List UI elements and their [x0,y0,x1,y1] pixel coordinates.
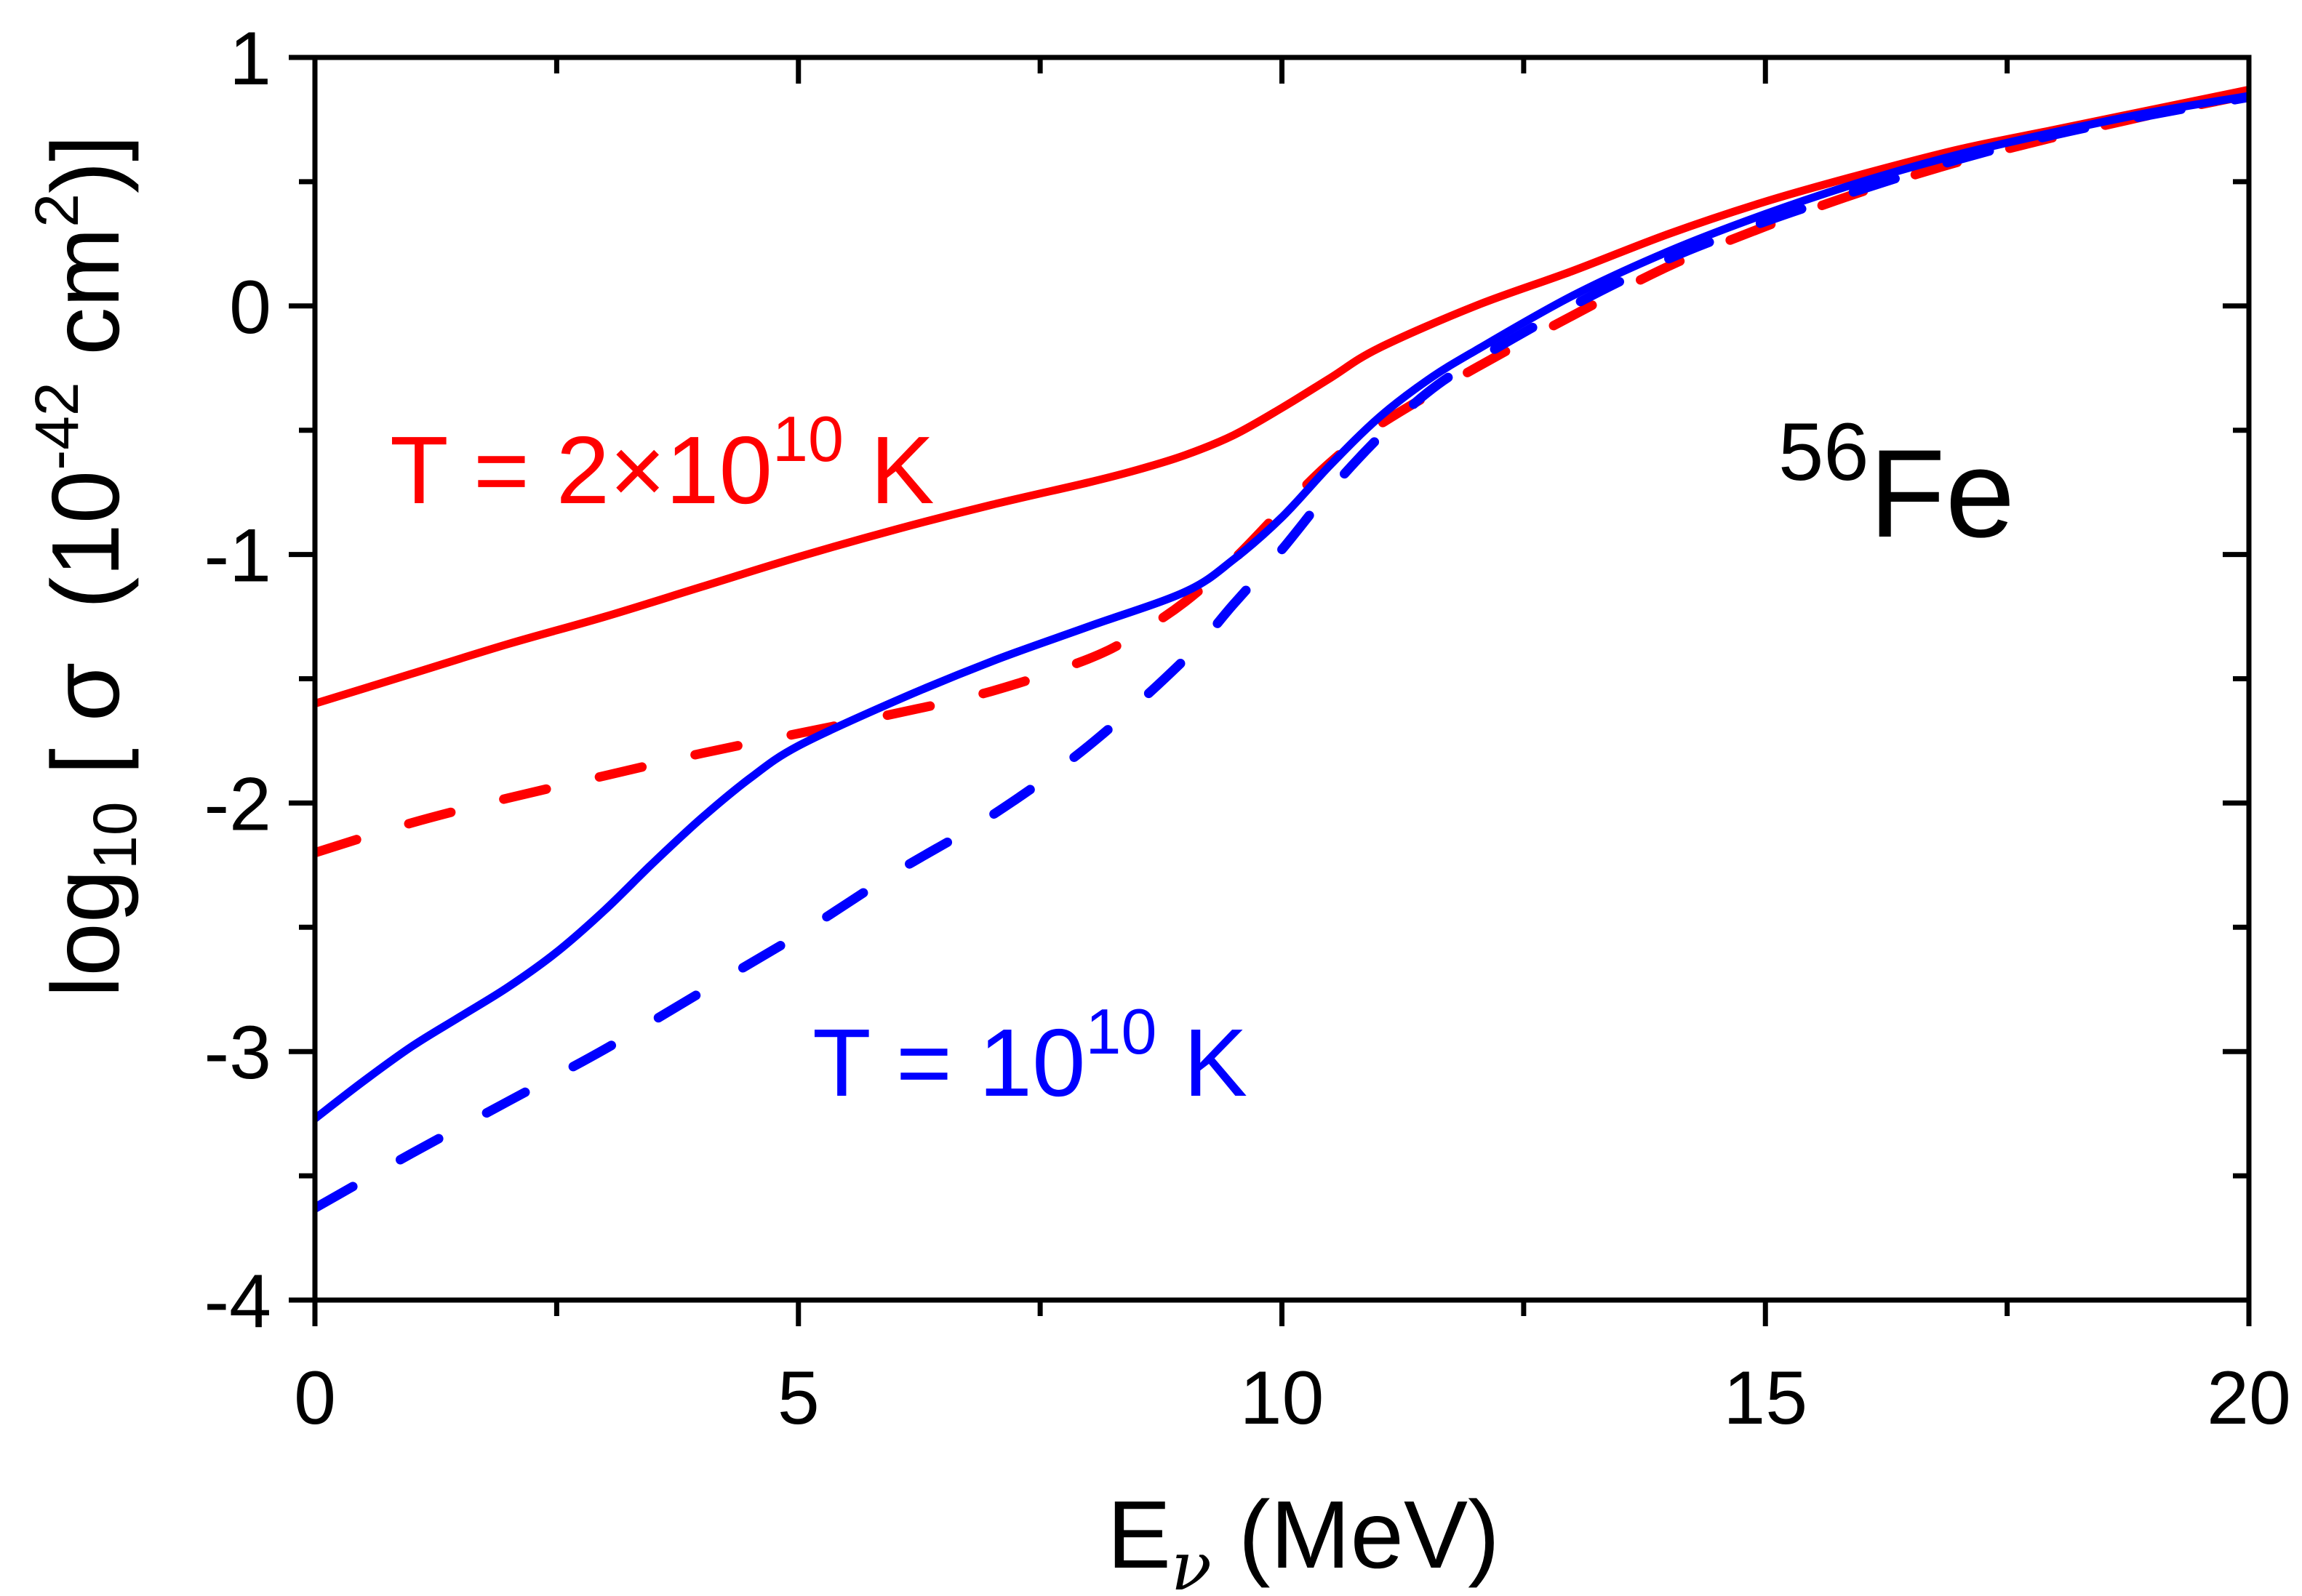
series-line-ff0000-solid [315,85,2249,708]
y-axis-title: log10 [ σ (10-42 cm2)] [23,135,149,998]
x-axis-title-main: E [1107,1481,1171,1588]
y-axis-title-middle2: cm [32,228,139,382]
annotation-nucleus-mass: 56 [1778,406,1869,497]
y-tick-label: 1 [229,17,271,101]
annotation-red-sup: 10 [772,403,844,475]
y-tick-label: -2 [204,762,271,846]
x-axis-title-sub: ν [1171,1528,1212,1596]
annotation-blue-temperature: T = 1010 K [812,995,1247,1116]
y-tick-label: -4 [204,1259,271,1344]
x-tick-label: 0 [294,1356,336,1440]
annotation-red-temperature: T = 2×1010 K [390,403,935,524]
y-tick-label: 0 [229,265,271,350]
annotation-nucleus: 56Fe [1778,406,2015,564]
annotation-blue-sup: 10 [1086,995,1157,1067]
x-tick-label: 10 [1240,1356,1324,1440]
axes-group [289,55,2252,1326]
annotation-blue-tail: K [1156,1009,1247,1116]
x-tick-label: 20 [2207,1356,2291,1440]
annotation-red-tail: K [844,417,935,524]
series-line-0000ff-solid [315,92,2249,1123]
plot-frame [312,55,2252,1303]
x-tick-label: 5 [778,1356,820,1440]
x-axis-title-unit: (MeV) [1212,1481,1500,1588]
y-axis-title-sup1: -42 [23,382,91,470]
y-axis-title-prefix: log [32,870,139,998]
annotation-nucleus-symbol: Fe [1869,424,2015,564]
y-tick-label: -3 [204,1011,271,1095]
y-axis-title-suffix: )] [32,135,139,193]
x-tick-label: 15 [1723,1356,1807,1440]
y-axis-title-sub: 10 [81,801,149,869]
tick-labels-group: 0 5 10 15 20 -4 -3 -2 -1 0 1 [204,17,2291,1440]
annotation-blue-main: T = 10 [812,1009,1086,1116]
x-axis-title: Eν (MeV) [1107,1481,1500,1596]
curves-group [315,85,2249,1214]
annotation-red-main: T = 2×10 [390,417,772,524]
y-tick-label: -1 [204,514,271,598]
series-line-0000ff-dashed [315,92,2249,1214]
y-axis-title-sup2: 2 [23,193,91,228]
y-axis-title-middle: [ σ (10 [32,470,139,802]
